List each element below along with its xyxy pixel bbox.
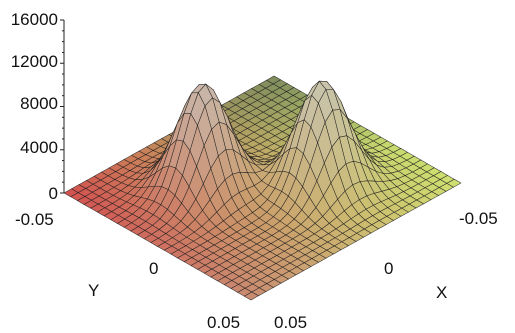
z-tick-label: 16000 bbox=[11, 10, 58, 29]
x-tick-label: 0.05 bbox=[274, 313, 307, 332]
x-tick-label: 0 bbox=[384, 259, 393, 278]
z-tick-label: 8000 bbox=[20, 94, 58, 113]
z-tick-label: 0 bbox=[49, 184, 58, 203]
surface-mesh bbox=[63, 75, 462, 301]
z-axis bbox=[60, 19, 65, 194]
z-tick-label: 12000 bbox=[11, 52, 58, 71]
x-tick-label: -0.05 bbox=[459, 209, 498, 228]
y-axis-label: Y bbox=[88, 281, 99, 300]
y-tick-label: 0 bbox=[149, 259, 158, 278]
x-axis-label: X bbox=[436, 283, 447, 302]
surface-cell bbox=[243, 291, 260, 301]
z-tick-label: 4000 bbox=[20, 138, 58, 157]
y-tick-label: -0.05 bbox=[15, 210, 54, 229]
y-tick-label: 0.05 bbox=[207, 313, 240, 332]
